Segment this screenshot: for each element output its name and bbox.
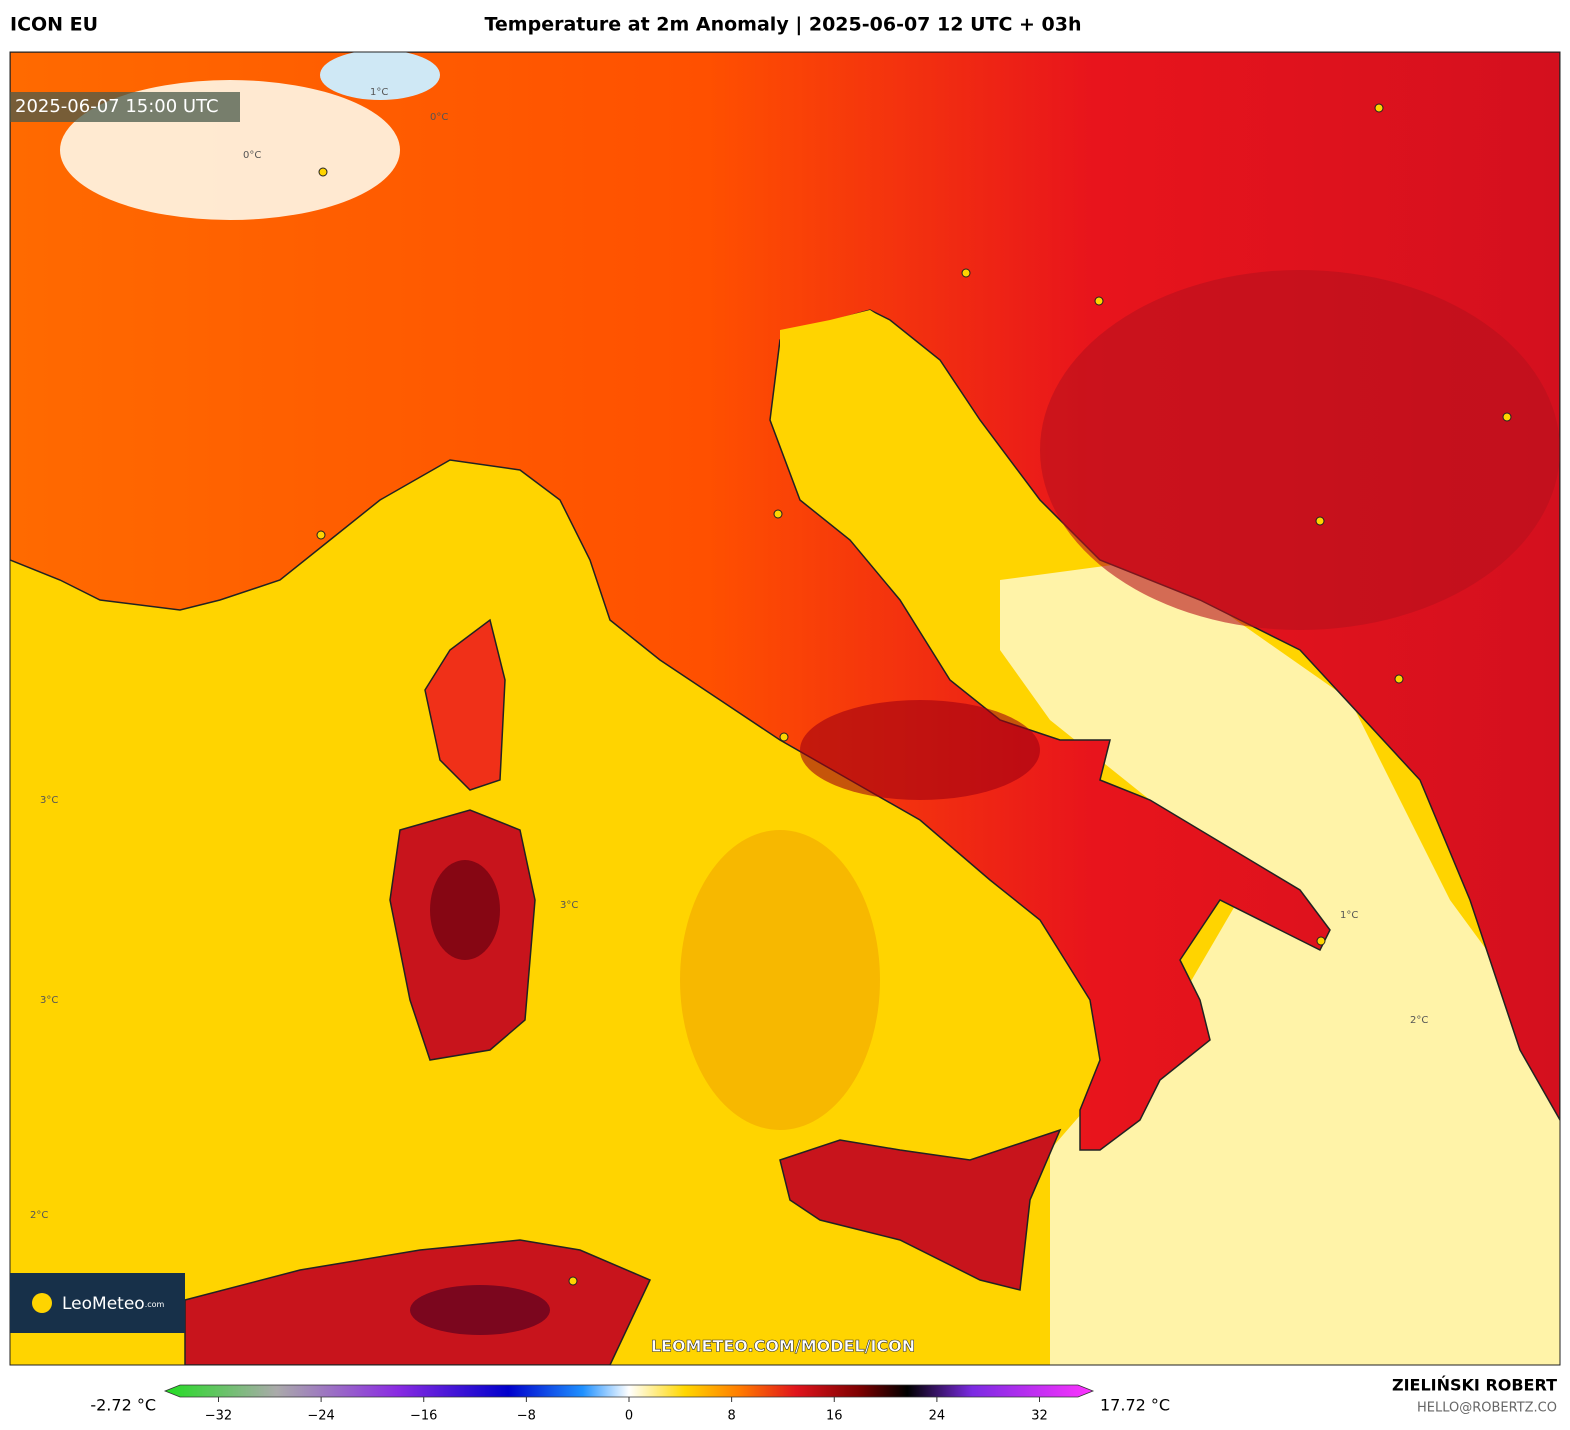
cities bbox=[316, 103, 1512, 1286]
logo-name: LeoMeteo bbox=[62, 1294, 145, 1314]
lagoon bbox=[780, 310, 900, 400]
hot-area bbox=[1040, 270, 1560, 630]
colorbar-tick-label: 32 bbox=[1031, 1409, 1048, 1424]
author: ZIELIŃSKI ROBERT bbox=[1392, 1376, 1557, 1395]
contour-label: 3°C bbox=[560, 900, 578, 911]
colorbar-min: -2.72 °C bbox=[90, 1396, 156, 1415]
colorbar-tick-label: 16 bbox=[826, 1409, 843, 1424]
hot-area bbox=[800, 700, 1040, 800]
colorbar-tick-label: −32 bbox=[205, 1409, 232, 1424]
watermark: LEOMETEO.COM/MODEL/ICON bbox=[651, 1337, 915, 1356]
colorbar-tick-label: −24 bbox=[307, 1409, 334, 1424]
hot-core bbox=[430, 860, 500, 960]
contour-label: 2°C bbox=[1410, 1015, 1428, 1026]
timestamp-box bbox=[10, 92, 240, 122]
colorbar-tick-label: −8 bbox=[517, 1409, 536, 1424]
logo: LeoMeteo.com bbox=[62, 1294, 165, 1314]
contour-label: 3°C bbox=[40, 995, 58, 1006]
contour-label: 1°C bbox=[370, 87, 388, 98]
colorbar-tick-label: 8 bbox=[727, 1409, 735, 1424]
title: Temperature at 2m Anomaly | 2025-06-07 1… bbox=[484, 14, 1081, 36]
colorbar-max: 17.72 °C bbox=[1100, 1396, 1170, 1415]
logo-suffix: .com bbox=[145, 1300, 165, 1309]
map: 1°C 0°C 0°C 3°C 3°C 3°C 2°C 2°C 1°C bbox=[10, 52, 1560, 1365]
contour-label: 0°C bbox=[430, 112, 448, 123]
contour-label: 0°C bbox=[243, 150, 261, 161]
colorbar-tick-label: 24 bbox=[929, 1409, 946, 1424]
model-name: ICON EU bbox=[10, 14, 98, 36]
colorbar-tick-label: −16 bbox=[410, 1409, 437, 1424]
hot-core bbox=[410, 1285, 550, 1335]
corsica bbox=[424, 618, 506, 791]
sea-cool bbox=[1000, 560, 1560, 1365]
contour-label: 3°C bbox=[40, 795, 58, 806]
sicily bbox=[779, 1128, 1062, 1291]
colorbar bbox=[163, 1384, 1095, 1398]
contour-label: 2°C bbox=[30, 1210, 48, 1221]
contour-label: 1°C bbox=[1340, 910, 1358, 921]
map-frame bbox=[9, 51, 1561, 1366]
cold-core bbox=[320, 52, 440, 100]
logo-sun bbox=[32, 1293, 52, 1313]
timestamp: 2025-06-07 15:00 UTC bbox=[15, 96, 219, 117]
colorbar-tick-label: 0 bbox=[625, 1409, 633, 1424]
sea-warm bbox=[680, 830, 880, 1130]
contact: HELLO@ROBERTZ.CO bbox=[1417, 1401, 1557, 1416]
